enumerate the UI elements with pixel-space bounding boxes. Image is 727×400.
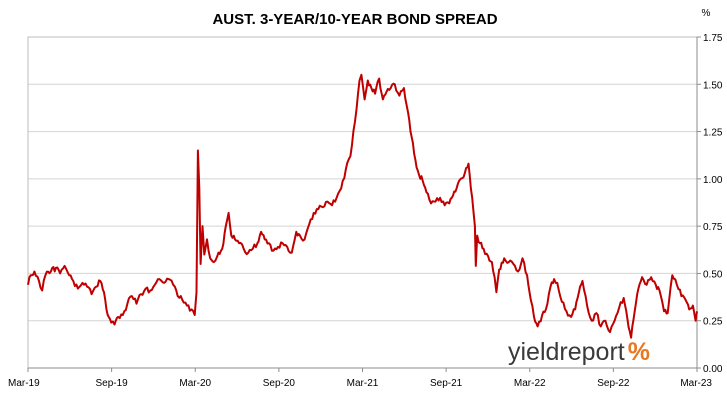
y-tick-label: 0.75 xyxy=(703,222,723,233)
y-tick-label: 1.75 xyxy=(703,33,723,44)
x-tick-label: Mar-19 xyxy=(8,378,40,389)
y-tick-label: 1.00 xyxy=(703,175,723,186)
y-tick-label: 0.25 xyxy=(703,317,723,328)
chart-title: AUST. 3-YEAR/10-YEAR BOND SPREAD xyxy=(212,11,497,28)
x-tick-label: Mar-20 xyxy=(179,378,211,389)
y-axis-unit-label: % xyxy=(702,8,711,19)
yieldreport-logo: yieldreport% xyxy=(508,338,650,366)
series-group xyxy=(27,73,698,339)
x-tick-label: Mar-21 xyxy=(347,378,379,389)
x-tick-label: Mar-22 xyxy=(514,378,546,389)
x-tick-label: Sep-21 xyxy=(430,378,463,389)
x-tick-label: Sep-22 xyxy=(597,378,630,389)
y-tick-label: 0.50 xyxy=(703,269,723,280)
svg-text:yieldreport%: yieldreport% xyxy=(508,338,650,366)
y-axis-ticks: 0.00 0.25 0.50 0.75 1.00 1.25 1.50 1.75 xyxy=(697,33,723,375)
x-tick-label: Sep-20 xyxy=(263,378,296,389)
watermark-percent-symbol: % xyxy=(628,338,650,366)
y-tick-label: 0.00 xyxy=(703,364,723,375)
watermark-brand-text: yieldreport xyxy=(508,338,625,366)
x-axis-ticks: Mar-19 Sep-19 Mar-20 Sep-20 Mar-21 Sep-21 Mar-… xyxy=(8,368,712,389)
x-tick-label: Mar-23 xyxy=(680,378,712,389)
x-tick-label: Sep-19 xyxy=(96,378,129,389)
y-tick-label: 1.50 xyxy=(703,80,723,91)
y-tick-label: 1.25 xyxy=(703,128,723,139)
series-line xyxy=(27,73,698,339)
